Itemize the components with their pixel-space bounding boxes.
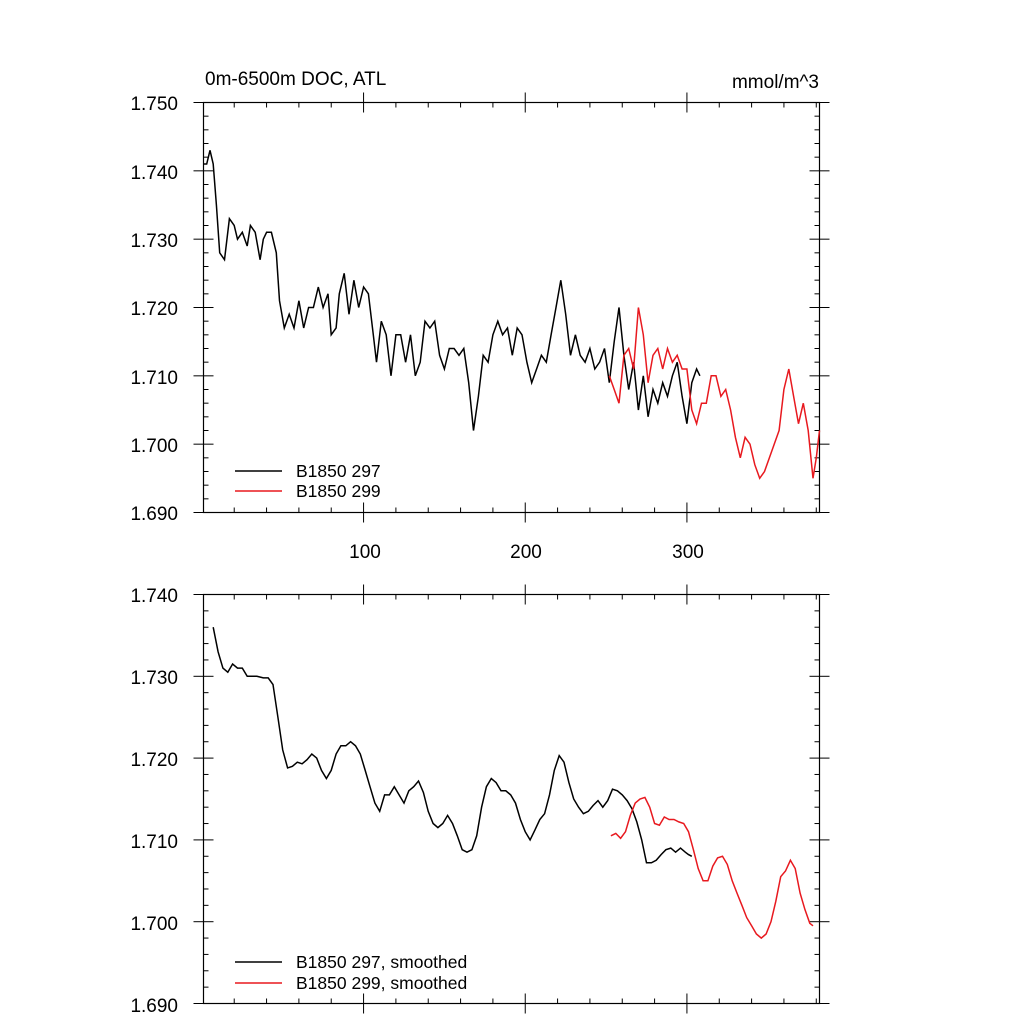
- top-x-tick-labels: 100 200 300: [349, 542, 704, 563]
- top-x-tick-label: 200: [510, 542, 542, 563]
- top-y-tick-label: 1.740: [130, 163, 178, 184]
- series-line-b1850-297-smoothed: [212, 627, 693, 864]
- series-line-b1850-297: [203, 150, 701, 431]
- top-y-tick-label: 1.700: [130, 436, 178, 457]
- legend-label-b1850-299-smoothed: B1850 299, smoothed: [296, 973, 467, 993]
- bottom-ticks: [193, 584, 830, 1014]
- top-panel-title: 0m-6500m DOC, ATL: [205, 69, 386, 90]
- bottom-y-tick-label: 1.730: [130, 668, 178, 689]
- top-panel-units: mmol/m^3: [732, 72, 819, 93]
- bottom-series: [212, 627, 814, 940]
- top-y-tick-label: 1.710: [130, 368, 178, 389]
- bottom-y-tick-label: 1.690: [130, 996, 178, 1017]
- top-legend: B1850 297 B1850 299: [235, 461, 381, 501]
- bottom-y-tick-label: 1.700: [130, 914, 178, 935]
- top-y-tick-label: 1.750: [130, 94, 178, 115]
- top-y-tick-label: 1.720: [130, 299, 178, 320]
- top-x-tick-label: 300: [672, 542, 704, 563]
- bottom-y-tick-label: 1.710: [130, 832, 178, 853]
- top-panel: 0m-6500m DOC, ATL mmol/m^3 1.690 1.700 1…: [130, 69, 830, 563]
- top-ticks: [193, 92, 830, 523]
- legend-label-b1850-297-smoothed: B1850 297, smoothed: [296, 952, 467, 972]
- series-line-b1850-299: [608, 307, 821, 480]
- top-series: [203, 150, 821, 480]
- bottom-legend: B1850 297, smoothed B1850 299, smoothed: [235, 952, 467, 993]
- top-y-tick-labels: 1.690 1.700 1.710 1.720 1.730 1.740 1.75…: [130, 94, 178, 525]
- top-y-tick-label: 1.730: [130, 231, 178, 252]
- legend-label-b1850-299: B1850 299: [296, 481, 381, 501]
- top-y-tick-label: 1.690: [130, 504, 178, 525]
- top-plot-frame: [202, 101, 821, 514]
- bottom-y-tick-labels: 1.690 1.700 1.710 1.720 1.730 1.740: [130, 586, 178, 1017]
- top-x-tick-label: 100: [349, 542, 381, 563]
- bottom-y-tick-label: 1.720: [130, 750, 178, 771]
- series-line-b1850-299-smoothed: [610, 796, 814, 940]
- bottom-y-tick-label: 1.740: [130, 586, 178, 607]
- bottom-panel: 1.690 1.700 1.710 1.720 1.730 1.740 B185…: [130, 584, 830, 1017]
- bottom-plot-frame: [202, 593, 821, 1005]
- legend-label-b1850-297: B1850 297: [296, 461, 381, 481]
